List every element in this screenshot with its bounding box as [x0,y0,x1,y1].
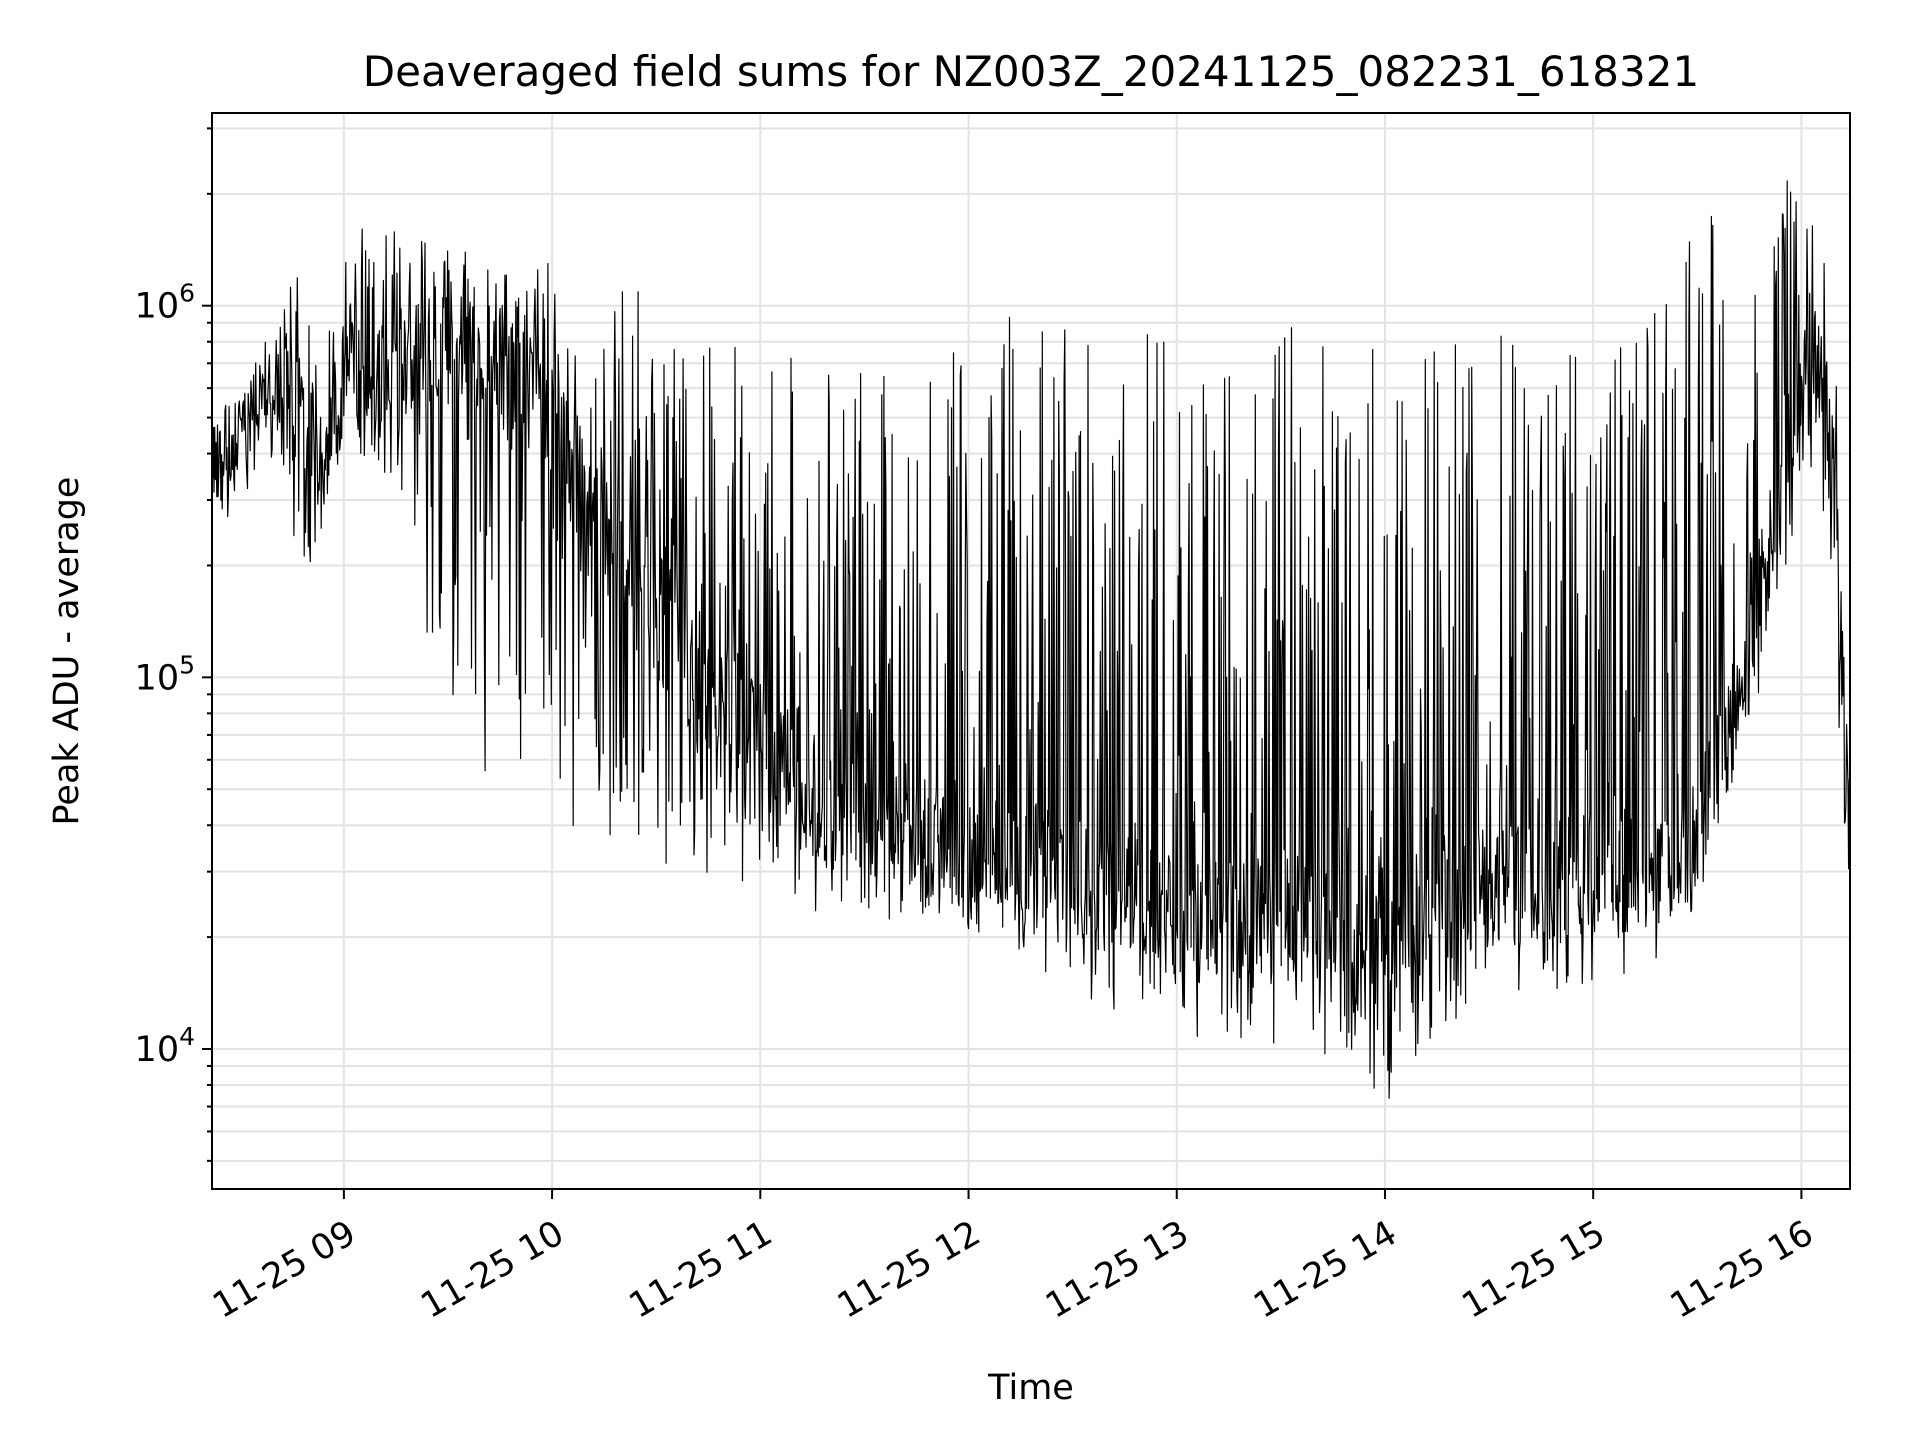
axes-frame [211,112,1851,1190]
y-tick-label: 105 [135,650,195,698]
x-tick-label: 11-25 13 [1039,1213,1195,1326]
x-tick-label: 11-25 14 [1247,1213,1403,1326]
chart-title: Deaveraged field sums for NZ003Z_2024112… [363,47,1699,96]
series-layer [211,180,1851,1099]
x-tick-label: 11-25 10 [415,1213,571,1326]
x-tick-label: 11-25 11 [623,1213,779,1326]
series-line [211,180,1851,1099]
x-tick-label: 11-25 15 [1456,1213,1612,1326]
x-axis-label: Time [987,1368,1074,1408]
y-axis-label: Peak ADU - average [47,477,87,826]
y-tick-label: 104 [135,1022,195,1070]
tick-layer: 11-25 09 11-25 10 11-25 11 11-25 12 11-25 13… [135,127,1820,1327]
x-tick-label: 11-25 12 [831,1213,987,1326]
x-tick-label: 11-25 16 [1664,1213,1820,1326]
y-tick-label: 106 [135,279,195,327]
x-tick-label: 11-25 09 [206,1213,362,1326]
